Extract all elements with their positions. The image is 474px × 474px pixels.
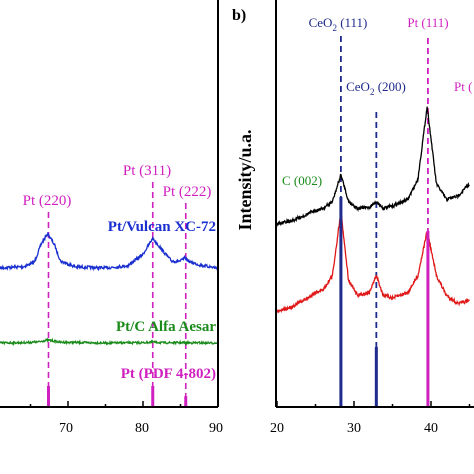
panel-a-tick-label-80: 80: [135, 421, 149, 436]
annotation-ceo2-111-sub: 2: [332, 23, 337, 33]
panel-a-series-line-0: [0, 232, 219, 272]
annotation-ceo2-111: CeO2 (111): [309, 15, 368, 33]
annotation-pt-111: Pt (111): [407, 15, 448, 30]
panel-a-reference-sticks: [47, 386, 188, 407]
annotation-pt-311: Pt (311): [123, 163, 171, 179]
panel-b-ticks: [276, 401, 471, 407]
panel-b-series-line-0: [276, 106, 470, 227]
panel-a-ticks: [29, 401, 219, 407]
panel-a-series-line-1: [0, 337, 218, 347]
annotation-ceo2-111-base: CeO: [309, 15, 333, 30]
annotation-ceo2-200-hkl: (200): [374, 79, 405, 94]
panel-b-letter: b): [232, 7, 246, 24]
panel-b-tick-label-30: 30: [347, 421, 361, 436]
series-label-pt-vulcan: Pt/Vulcan XC-72: [108, 219, 216, 235]
annotation-ceo2-200: CeO2 (200): [346, 79, 406, 97]
annotation-c-002: C (002): [282, 173, 322, 188]
annotation-ceo2-200-sub: 2: [370, 87, 375, 97]
annotation-ceo2-111-hkl: (111): [337, 15, 367, 30]
annotation-pt-222: Pt (222): [163, 184, 212, 200]
panel-b-reference-sticks: [339, 197, 430, 407]
panel-a-tick-label-90: 90: [209, 421, 223, 436]
panel-a-tick-label-70: 70: [59, 421, 73, 436]
annotation-pt-220: Pt (220): [23, 193, 72, 209]
panel-b-tick-label-20: 20: [270, 421, 284, 436]
panel-b-traces: [276, 106, 471, 314]
panel-a-chart: 70 80 90 Pt (220) Pt (311) Pt (222) Pt/V…: [0, 0, 223, 436]
reference-label-pdf: Pt (PDF 4-802): [121, 366, 216, 382]
panel-b-series-line-1: [276, 212, 471, 314]
panel-a-traces: [0, 232, 219, 347]
panel-b-chart: b) Intensity/u.a. 20 30 40 CeO2 (111) Ce…: [232, 0, 474, 436]
panel-b-tick-label-40: 40: [424, 421, 438, 436]
series-label-pt-alfa: Pt/C Alfa Aesar: [116, 319, 216, 335]
annotation-pt-cut: Pt (: [454, 79, 472, 94]
annotation-ceo2-200-base: CeO: [346, 79, 370, 94]
panel-a-reference-dashes: [47, 182, 187, 407]
panel-b-y-axis-label: Intensity/u.a.: [235, 129, 255, 230]
